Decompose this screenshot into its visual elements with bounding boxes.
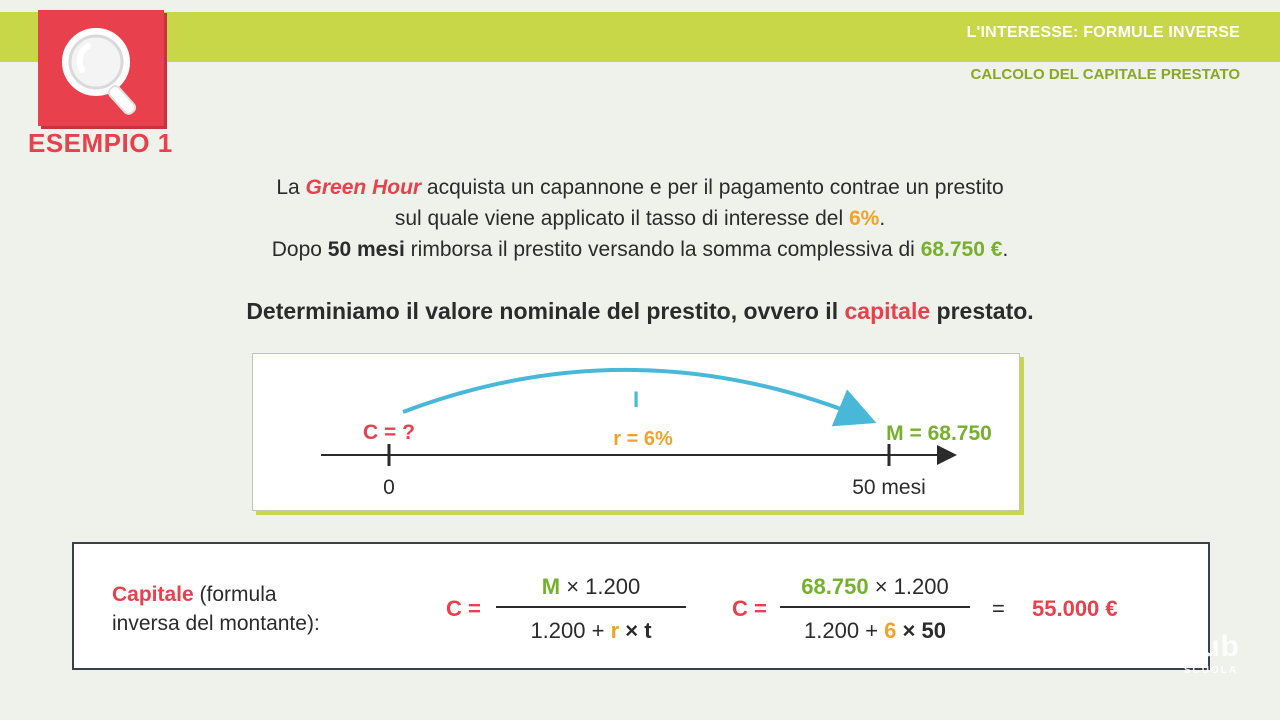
interest-rate: 6% — [848, 207, 880, 230]
brand-watermark: hub SCUOLA — [1182, 632, 1240, 678]
question-text: Determiniamo il valore nominale del pres… — [246, 298, 1034, 324]
problem-line-2: sul quale viene applicato il tasso di in… — [394, 207, 886, 230]
formula-1-denominator: 1.200 + r × t — [530, 618, 652, 643]
rate-label: r = 6% — [613, 428, 673, 450]
problem-line-3: Dopo 50 mesi rimborsa il prestito versan… — [271, 238, 1009, 261]
example-label: ESEMPIO 1 — [28, 128, 173, 154]
problem-text: La Green Hour acquista un capannone e pe… — [60, 172, 1220, 265]
timeline-diagram: C = ? I r = 6% M = 68.750 0 50 mesi — [321, 367, 992, 499]
total-amount: 68.750 € — [920, 238, 1003, 261]
formula-result: 55.000 € — [1032, 596, 1118, 621]
tick-end-label: 50 mesi — [852, 476, 926, 499]
magnifier-icon — [62, 28, 137, 115]
formula-label-highlight: Capitale — [112, 583, 194, 606]
formula-label: Capitale (formula inversa del montante): — [112, 583, 320, 635]
formula-2-numerator: 68.750 × 1.200 — [801, 574, 949, 599]
problem-line-1: La Green Hour acquista un capannone e pe… — [276, 176, 1004, 199]
formula-1-numerator: M × 1.200 — [541, 574, 641, 599]
watermark-brand: hub — [1182, 630, 1240, 663]
header-title: L'INTERESSE: FORMULE INVERSE — [966, 24, 1240, 41]
end-label: M = 68.750 — [886, 422, 992, 445]
company-name: Green Hour — [305, 176, 422, 199]
interest-label: I — [633, 387, 639, 412]
watermark-sub: SCUOLA — [1183, 665, 1239, 676]
example-badge — [38, 10, 164, 126]
formula-equals: = — [992, 596, 1005, 621]
question-highlight: capitale — [844, 298, 931, 324]
tick-start-label: 0 — [383, 476, 395, 499]
header-subtitle: CALCOLO DEL CAPITALE PRESTATO — [970, 66, 1240, 83]
formula-2-fraction-bar — [780, 606, 970, 608]
formula-c-eq-1: C = — [446, 596, 481, 621]
start-label: C = ? — [363, 421, 415, 444]
duration: 50 mesi — [327, 238, 405, 261]
formula-1-fraction-bar — [496, 606, 686, 608]
formula-2-denominator: 1.200 + 6 × 50 — [804, 618, 946, 643]
interest-arc — [402, 367, 877, 427]
formula-c-eq-2: C = — [732, 596, 767, 621]
timeline-box: C = ? I r = 6% M = 68.750 0 50 mesi — [252, 353, 1020, 511]
formula-box: Capitale (formula inversa del montante):… — [72, 542, 1210, 670]
header-band — [0, 12, 1280, 62]
